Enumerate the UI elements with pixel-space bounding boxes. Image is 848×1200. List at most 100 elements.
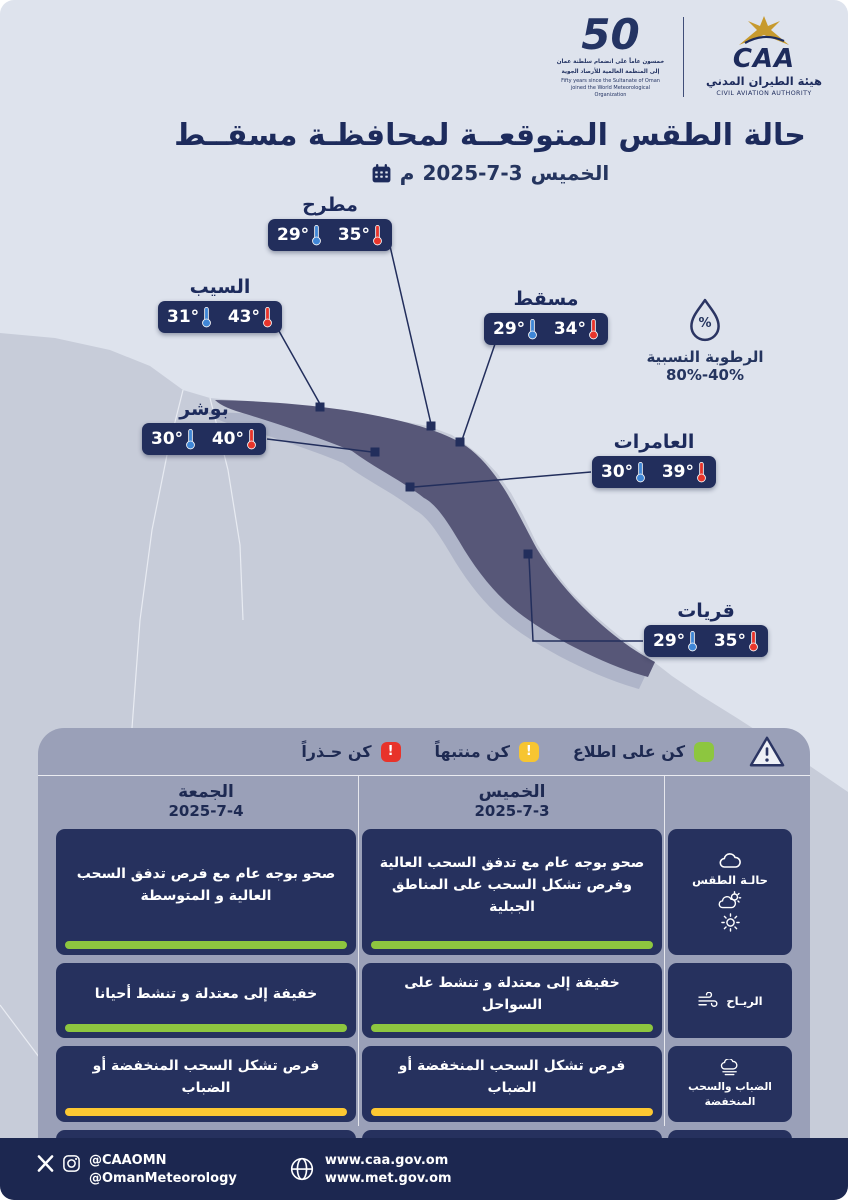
globe-icon [289, 1156, 315, 1182]
cell-thursday-weather: صحو بوجه عام مع تدفق السحب العالية وفرص … [362, 829, 662, 955]
footer: @CAAOMN @OmanMeteorology www.caa.gov.om … [0, 1138, 848, 1200]
city-amerat: العامرات 30° 39° [592, 431, 716, 488]
humidity-value: 80%-40% [665, 366, 745, 384]
city-name: العامرات [613, 431, 695, 453]
website-met[interactable]: www.met.gov.om [324, 1170, 452, 1186]
connector-lines [266, 245, 643, 642]
humidity-label: الرطوبة النسبية [646, 348, 764, 366]
sun-icon [721, 913, 740, 932]
thermometer-min-icon [687, 630, 698, 652]
caa-logo: CAA هيئة الطيران المدني CIVIL AVIATION A… [700, 16, 828, 97]
thermometer-max-icon [372, 224, 383, 246]
fifty-number: 50 [581, 10, 640, 59]
legend-label: كن حـذراً [301, 742, 372, 761]
social-handle-met[interactable]: @OmanMeteorology [89, 1170, 237, 1186]
min-temperature: 29° [277, 224, 322, 246]
page-title: حالة الطقس المتوقعــة لمحافظـة مسقــط [174, 118, 806, 153]
x-icon[interactable] [36, 1154, 55, 1173]
cell-thursday-fog: فرص تشكل السحب المنخفضة أو الضباب [362, 1046, 662, 1122]
thermometer-max-icon [262, 306, 273, 328]
caa-star-icon [739, 16, 789, 46]
legend-yellow-badge: ! [518, 741, 539, 762]
date-day: الخميس [530, 161, 610, 185]
forecast-panel: كن على اطلاع ! كن منتبهاً ! كن حـذراً ال… [38, 728, 810, 1184]
label-column-spacer [668, 782, 792, 820]
forecast-row-winds: خفيفة إلى معتدلة و تنشط أحيانا خفيفة إلى… [56, 963, 792, 1039]
cell-friday-winds: خفيفة إلى معتدلة و تنشط أحيانا [56, 963, 356, 1039]
percent-symbol: % [698, 316, 712, 331]
status-bar [65, 1107, 347, 1116]
legend-red-badge: ! [380, 741, 401, 762]
legend-item-attentive: ! كن منتبهاً [434, 741, 539, 762]
social-block: @CAAOMN @OmanMeteorology [36, 1153, 237, 1186]
cell-thursday-winds: خفيفة إلى معتدلة و تنشط على السواحل [362, 963, 662, 1039]
warning-icon [748, 735, 786, 769]
city-name: السيب [189, 276, 251, 298]
thermometer-max-icon [246, 428, 257, 450]
temperature-badge: 29° 34° [484, 313, 608, 345]
forecast-row-weather: صحو بوجه عام مع فرص تدفق السحب العالية و… [56, 829, 792, 955]
logo-divider [682, 16, 684, 97]
forecast-header-row: الجمعة 2025-7-4 الخميس 2025-7-3 [38, 776, 810, 827]
cloud-icon [718, 853, 742, 869]
caa-name-arabic: هيئة الطيران المدني [706, 74, 822, 89]
city-muscat: مسقط 29° 34° [484, 288, 608, 345]
website-caa[interactable]: www.caa.gov.om [324, 1152, 449, 1168]
row-label-weather: حالـة الطقس [668, 829, 792, 955]
sun-cloud-icon [718, 891, 742, 909]
max-temperature: 40° [212, 428, 257, 450]
thermometer-max-icon [588, 318, 599, 340]
thermometer-min-icon [185, 428, 196, 450]
legend-item-cautious: ! كن حـذراً [301, 741, 401, 762]
city-quriyat: قريات 29° 35° [644, 600, 768, 657]
city-bousher: بوشر 30° 40° [142, 398, 266, 455]
column-divider [664, 776, 666, 1126]
min-temperature: 30° [601, 461, 646, 483]
instagram-icon[interactable] [62, 1154, 81, 1173]
forecast-row-fog: فرص تشكل السحب المنخفضة أو الضباب فرص تش… [56, 1046, 792, 1122]
row-label-winds: الريـاح [668, 963, 792, 1039]
legend-row: كن على اطلاع ! كن منتبهاً ! كن حـذراً [38, 728, 810, 776]
cell-friday-weather: صحو بوجه عام مع فرص تدفق السحب العالية و… [56, 829, 356, 955]
city-mutrah: مطرح 29° 35° [268, 194, 392, 251]
legend-green-badge [694, 741, 714, 762]
column-header-thursday: الخميس 2025-7-3 [474, 782, 550, 820]
max-temperature: 35° [714, 630, 759, 652]
column-header-friday: الجمعة 2025-7-4 [168, 782, 244, 820]
legend-item-aware: كن على اطلاع [572, 741, 714, 762]
title-block: حالة الطقس المتوقعــة لمحافظـة مسقــط ال… [132, 118, 848, 185]
row-label-fog: الضباب والسحب المنخفضة [668, 1046, 792, 1122]
thermometer-min-icon [311, 224, 322, 246]
min-temperature: 30° [151, 428, 196, 450]
legend-label: كن على اطلاع [572, 742, 685, 761]
fifty-caption-en: Fifty years since the Sultanate of Oman … [561, 78, 660, 99]
thermometer-min-icon [635, 461, 646, 483]
max-temperature: 35° [338, 224, 383, 246]
temperature-badge: 29° 35° [644, 625, 768, 657]
caa-letters: CAA [732, 44, 796, 75]
header-logos: 50 خمسون عاماً على انضمام سلطنة عمان إلى… [555, 14, 829, 99]
status-bar [371, 941, 653, 949]
temperature-badge: 31° 43° [158, 301, 282, 333]
min-temperature: 29° [653, 630, 698, 652]
temperature-badge: 30° 40° [142, 423, 266, 455]
thermometer-min-icon [201, 306, 212, 328]
city-name: بوشر [179, 398, 229, 420]
status-bar [371, 1024, 653, 1033]
status-bar [371, 1107, 653, 1116]
date-era: م [399, 161, 415, 185]
calendar-icon [371, 163, 392, 184]
fifty-caption-ar-2: إلى المنظمة العالمية للأرصاد الجوية [561, 69, 660, 76]
city-name: مطرح [302, 194, 358, 216]
wind-icon [697, 992, 720, 1009]
status-bar [65, 1024, 347, 1033]
legend-label: كن منتبهاً [434, 742, 510, 761]
city-markers [315, 402, 533, 559]
column-divider [358, 776, 360, 1126]
forecast-rows: صحو بوجه عام مع فرص تدفق السحب العالية و… [38, 827, 810, 1184]
max-temperature: 39° [662, 461, 707, 483]
mountain-range [215, 400, 655, 677]
social-handle-caa[interactable]: @CAAOMN [89, 1152, 167, 1168]
city-name: قريات [677, 600, 735, 622]
